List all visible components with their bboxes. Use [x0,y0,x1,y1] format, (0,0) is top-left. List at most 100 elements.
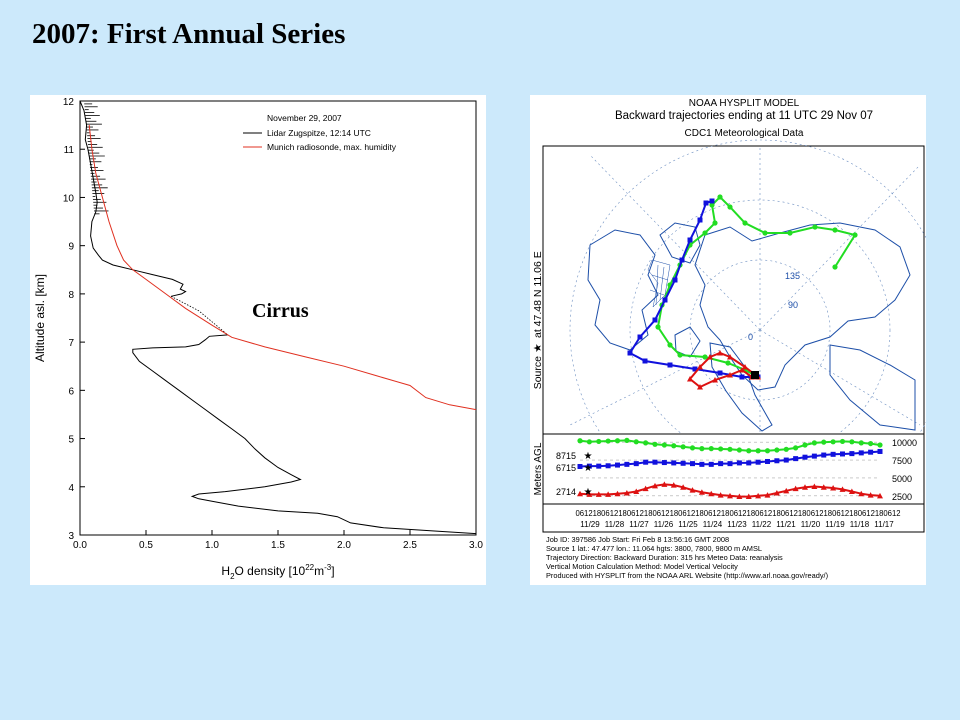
height-point-marker [689,487,696,493]
height-point-marker [586,463,592,469]
height-point-marker [830,439,836,445]
map-trajectory-point [727,204,733,210]
height-point-marker [661,481,668,487]
height-axis-label: 5000 [892,474,912,484]
height-point-marker [727,446,733,452]
height-point-marker [586,491,593,497]
x-tick-label: 2.5 [403,540,417,551]
map-trajectory-point [832,264,838,270]
height-point-marker [614,438,621,444]
map-trajectory-point [677,352,683,358]
time-day-tick: 11/19 [825,520,845,529]
height-axis-label: 10000 [892,438,917,448]
map-trajectory-point [712,377,718,383]
height-start-star-icon: ★ [584,463,593,474]
map-trajectory-point [787,230,793,236]
map-trajectory-point [655,324,661,330]
height-point-marker [867,492,874,498]
height-point-marker [643,459,649,465]
height-point-marker [877,448,883,454]
map-trajectory-point [687,376,693,382]
map-trajectory-point [709,202,715,208]
source-label: Source ★ at 47.48 N 11.06 E [532,251,544,389]
height-point-marker [652,459,658,465]
height-point-marker [680,444,686,450]
hysplit-chart-panel: NOAA HYSPLIT MODEL Backward trajectories… [530,95,951,585]
x-tick-label: 3.0 [469,540,483,551]
height-point-marker [764,448,771,454]
source-location-marker [751,371,759,379]
height-point-marker [718,461,724,467]
height-point-marker [577,463,583,469]
map-trajectory-point [717,350,723,356]
time-day-tick: 11/21 [776,520,796,529]
height-point-marker [614,490,621,497]
y-tick-label: 7 [68,338,74,349]
height-point-marker [764,492,771,498]
lidar-plot-frame [79,100,477,536]
height-point-marker [605,463,611,469]
height-point-marker [699,461,705,467]
height-point-marker [811,483,818,490]
height-point-marker [802,442,808,448]
height-y-axis-label: Meters AGL [533,442,544,495]
time-axis-frame [542,503,925,533]
map-trajectory-6715 [628,200,758,378]
time-day-tick: 11/27 [629,520,649,529]
time-day-tick: 11/25 [678,520,698,529]
height-point-marker [802,454,808,460]
map-trajectory-point [652,317,658,323]
map-trajectory-point [702,230,708,236]
height-point-marker [680,484,687,490]
lidar-x-axis-label: H2O density [1022m-3] [221,563,334,581]
height-point-marker [689,445,696,451]
hysplit-chart: NOAA HYSPLIT MODEL Backward trajectories… [532,98,951,580]
height-point-marker [680,460,686,466]
height-point-marker [577,490,583,497]
height-point-marker [858,490,865,497]
height-point-marker [671,443,677,449]
height-point-marker [708,490,715,497]
map-trajectory-point [712,220,718,226]
height-point-marker [671,460,677,466]
hysplit-footer-line: Source 1 lat.: 47.477 lon.: 11.064 hgts:… [546,544,762,553]
height-point-marker [670,482,677,488]
y-tick-label: 8 [68,290,74,301]
height-point-marker [868,449,874,455]
height-point-marker [840,451,845,457]
y-tick-label: 3 [68,531,74,542]
height-axis-label: 7500 [892,456,912,466]
x-tick-label: 2.0 [337,540,351,551]
time-day-tick: 11/17 [874,520,894,529]
hysplit-data-source: CDC1 Meteorological Data [685,128,804,139]
series-radiosonde [88,125,477,411]
legend-label-lidar: Lidar Zugspitze, 12:14 UTC [267,128,371,138]
map-trajectory-point [739,374,745,380]
height-point-marker [792,485,799,492]
height-point-marker [877,492,883,499]
source-location-text: at 47.48 N 11.06 E [532,251,544,338]
time-day-tick: 11/18 [850,520,870,529]
height-point-marker [793,456,799,462]
height-point-marker [727,492,733,499]
height-point-marker [793,445,799,451]
height-point-marker [652,482,658,489]
height-point-marker [839,486,846,492]
height-point-marker [849,451,855,457]
map-trajectory-point [697,384,703,390]
lidar-chart-panel: 0.0 0.5 1.0 1.5 2.0 2.5 3.0 3 4 5 6 7 8 9 10 11 12 Novem… [30,95,486,585]
time-day-tick: 11/23 [727,520,747,529]
height-axis-label: 2500 [892,492,912,502]
height-point-marker [698,489,705,495]
series-lidar-lower [132,334,477,535]
y-tick-label: 10 [63,193,75,204]
height-point-marker [821,452,827,458]
lidar-legend: Lidar Zugspitze, 12:14 UTC Munich radios… [243,128,397,152]
time-day-tick: 11/26 [654,520,674,529]
map-label-0: 0 [748,332,753,342]
y-tick-label: 5 [68,435,74,446]
trajectory-map-frame [542,145,925,435]
height-point-marker [849,439,855,445]
x-tick-label: 0.5 [139,540,153,551]
height-point-marker [623,489,630,496]
